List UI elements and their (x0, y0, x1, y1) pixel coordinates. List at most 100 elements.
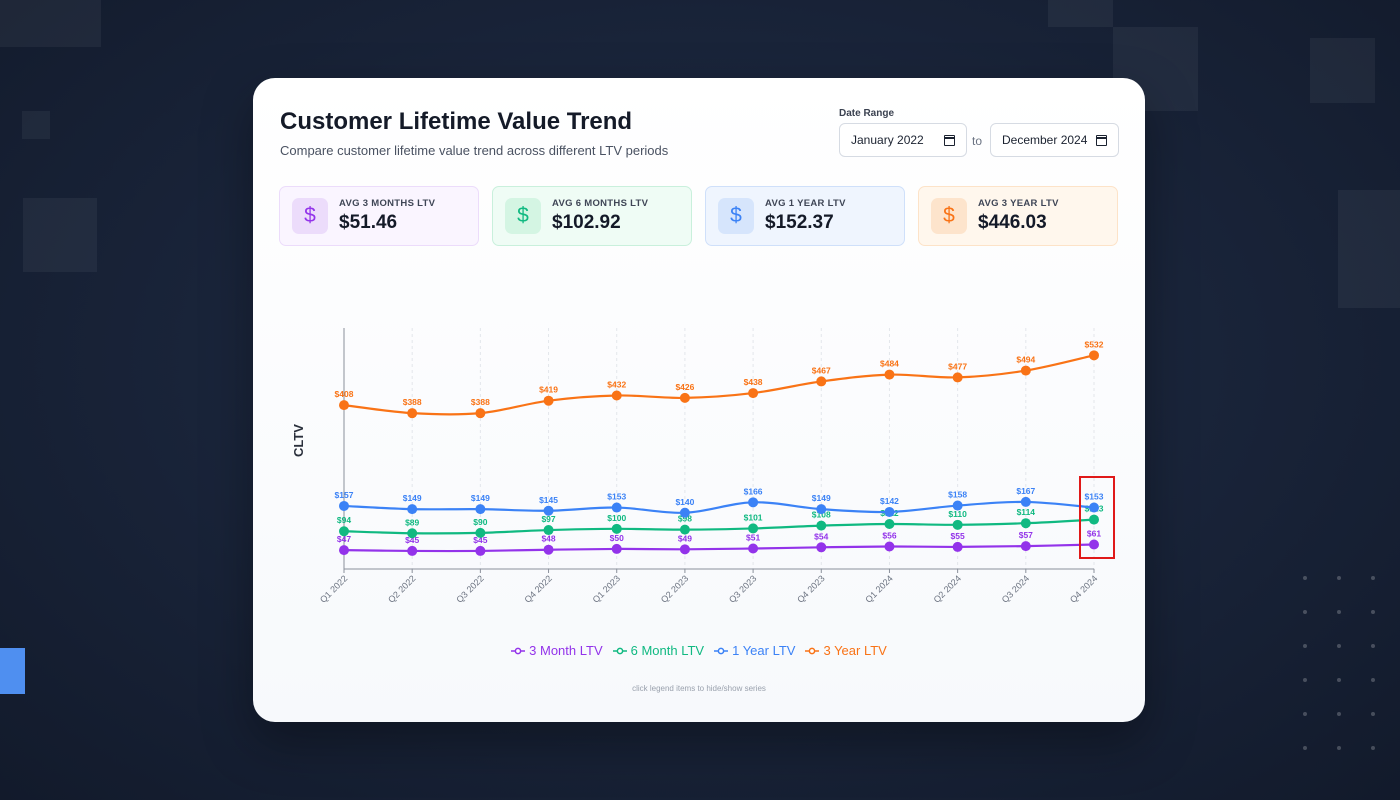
bg-dot (1337, 712, 1341, 716)
data-point-6-month-ltv (475, 527, 486, 538)
chart-card: Customer Lifetime Value Trend Compare cu… (253, 78, 1145, 722)
kpi-card-6-month: $ AVG 6 MONTHS LTV $102.92 (492, 186, 692, 246)
data-point-1-year-ltv (339, 500, 349, 511)
x-tick-label: Q2 2023 (659, 573, 690, 604)
x-tick-label: Q3 2022 (454, 573, 485, 604)
data-label-3-year-ltv: $477 (948, 361, 967, 371)
data-label-6-month-ltv: $110 (948, 509, 967, 519)
data-label-3-year-ltv: $532 (1085, 339, 1104, 349)
data-label-1-year-ltv: $157 (335, 490, 354, 500)
data-point-3-month-ltv (611, 543, 622, 554)
line-chart: CLTV Q1 2022 Q2 2022 Q3 2022 Q4 2022 Q1 2023 Q… (291, 328, 1104, 605)
bg-dot (1371, 576, 1375, 580)
bg-square (1338, 190, 1400, 308)
legend-line-marker-icon (714, 643, 729, 658)
data-label-3-month-ltv: $61 (1087, 528, 1101, 538)
bg-square (1048, 0, 1113, 27)
calendar-icon[interactable] (944, 134, 955, 146)
end-date-value: December 2024 (1002, 133, 1088, 147)
data-label-3-month-ltv: $45 (473, 535, 487, 545)
data-point-1-year-ltv (816, 504, 827, 515)
bg-dot (1303, 712, 1307, 716)
data-point-1-year-ltv (611, 502, 622, 513)
data-point-3-month-ltv (1089, 539, 1099, 550)
end-date-input[interactable]: December 2024 (990, 123, 1119, 157)
data-point-3-month-ltv (816, 542, 827, 553)
data-label-3-month-ltv: $50 (610, 533, 624, 543)
side-tab[interactable] (0, 648, 25, 694)
bg-square (0, 0, 101, 47)
data-point-3-month-ltv (543, 544, 554, 555)
legend-label: 3 Year LTV (823, 643, 887, 658)
bg-dot (1303, 678, 1307, 682)
start-date-input[interactable]: January 2022 (839, 123, 967, 157)
data-point-6-month-ltv (1020, 518, 1031, 529)
data-point-6-month-ltv (611, 523, 622, 534)
dollar-icon: $ (505, 198, 541, 234)
x-tick-label: Q1 2023 (591, 573, 622, 604)
kpi-card-1-year: $ AVG 1 YEAR LTV $152.37 (705, 186, 905, 246)
data-label-1-year-ltv: $142 (880, 496, 899, 506)
legend-label: 6 Month LTV (630, 643, 705, 658)
data-point-3-month-ltv (407, 545, 418, 556)
data-label-1-year-ltv: $153 (607, 492, 626, 502)
data-label-6-month-ltv: $97 (541, 514, 555, 524)
data-point-1-year-ltv (679, 507, 690, 518)
data-point-3-month-ltv (475, 545, 486, 556)
data-point-3-month-ltv (679, 544, 690, 555)
series-line-3-year-ltv (343, 354, 1095, 416)
bg-square (22, 111, 50, 139)
data-label-3-year-ltv: $484 (880, 359, 899, 369)
data-point-3-year-ltv (884, 369, 895, 380)
data-point-3-month-ltv (1020, 541, 1031, 552)
data-point-1-year-ltv (475, 504, 486, 515)
data-label-3-year-ltv: $467 (812, 365, 831, 375)
kpi-value: $51.46 (339, 212, 398, 233)
x-tick-label: Q1 2022 (318, 573, 349, 604)
legend-label: 1 Year LTV (732, 643, 796, 658)
data-point-1-year-ltv (748, 497, 759, 508)
data-point-3-month-ltv (884, 541, 895, 552)
legend-label: 3 Month LTV (529, 643, 603, 658)
legend-line-marker-icon (612, 643, 627, 658)
kpi-value: $152.37 (765, 212, 834, 233)
data-point-6-month-ltv (748, 523, 759, 534)
kpi-value: $102.92 (552, 212, 621, 233)
series-line-3-month-ltv (343, 543, 1095, 553)
calendar-icon[interactable] (1096, 134, 1107, 146)
data-label-3-year-ltv: $494 (1016, 355, 1035, 365)
data-label-1-year-ltv: $158 (948, 490, 967, 500)
page-subtitle: Compare customer lifetime value trend ac… (280, 143, 669, 158)
dollar-icon: $ (931, 198, 967, 234)
legend-item-3-year-ltv[interactable]: 3 Year LTV (805, 643, 887, 658)
bg-dot (1337, 678, 1341, 682)
legend-line-marker-icon (805, 643, 820, 658)
data-point-6-month-ltv (952, 519, 963, 530)
kpi-label: AVG 3 MONTHS LTV (339, 198, 436, 209)
bg-dot (1303, 644, 1307, 648)
kpi-value: $446.03 (978, 212, 1047, 233)
legend-item-6-month-ltv[interactable]: 6 Month LTV (612, 643, 705, 658)
kpi-card-3-year: $ AVG 3 YEAR LTV $446.03 (918, 186, 1118, 246)
data-label-6-month-ltv: $108 (812, 510, 831, 520)
bg-dot (1303, 610, 1307, 614)
kpi-label: AVG 1 YEAR LTV (765, 198, 846, 209)
data-label-1-year-ltv: $145 (539, 495, 558, 505)
data-point-1-year-ltv (543, 505, 554, 516)
data-label-6-month-ltv: $101 (744, 512, 763, 522)
dollar-icon: $ (718, 198, 754, 234)
data-point-3-year-ltv (543, 395, 554, 406)
data-label-1-year-ltv: $167 (1016, 486, 1035, 496)
legend-item-3-month-ltv[interactable]: 3 Month LTV (511, 643, 603, 658)
data-label-3-year-ltv: $426 (675, 382, 694, 392)
x-tick-label: Q2 2024 (932, 573, 963, 604)
data-point-3-year-ltv (748, 388, 759, 399)
data-label-1-year-ltv: $149 (403, 493, 422, 503)
data-label-3-month-ltv: $56 (882, 531, 896, 541)
data-point-6-month-ltv (543, 525, 554, 536)
data-label-3-year-ltv: $419 (539, 385, 558, 395)
bg-dot (1371, 644, 1375, 648)
legend-item-1-year-ltv[interactable]: 1 Year LTV (714, 643, 795, 658)
kpi-card-3-month: $ AVG 3 MONTHS LTV $51.46 (279, 186, 479, 246)
data-point-1-year-ltv (1089, 502, 1099, 513)
